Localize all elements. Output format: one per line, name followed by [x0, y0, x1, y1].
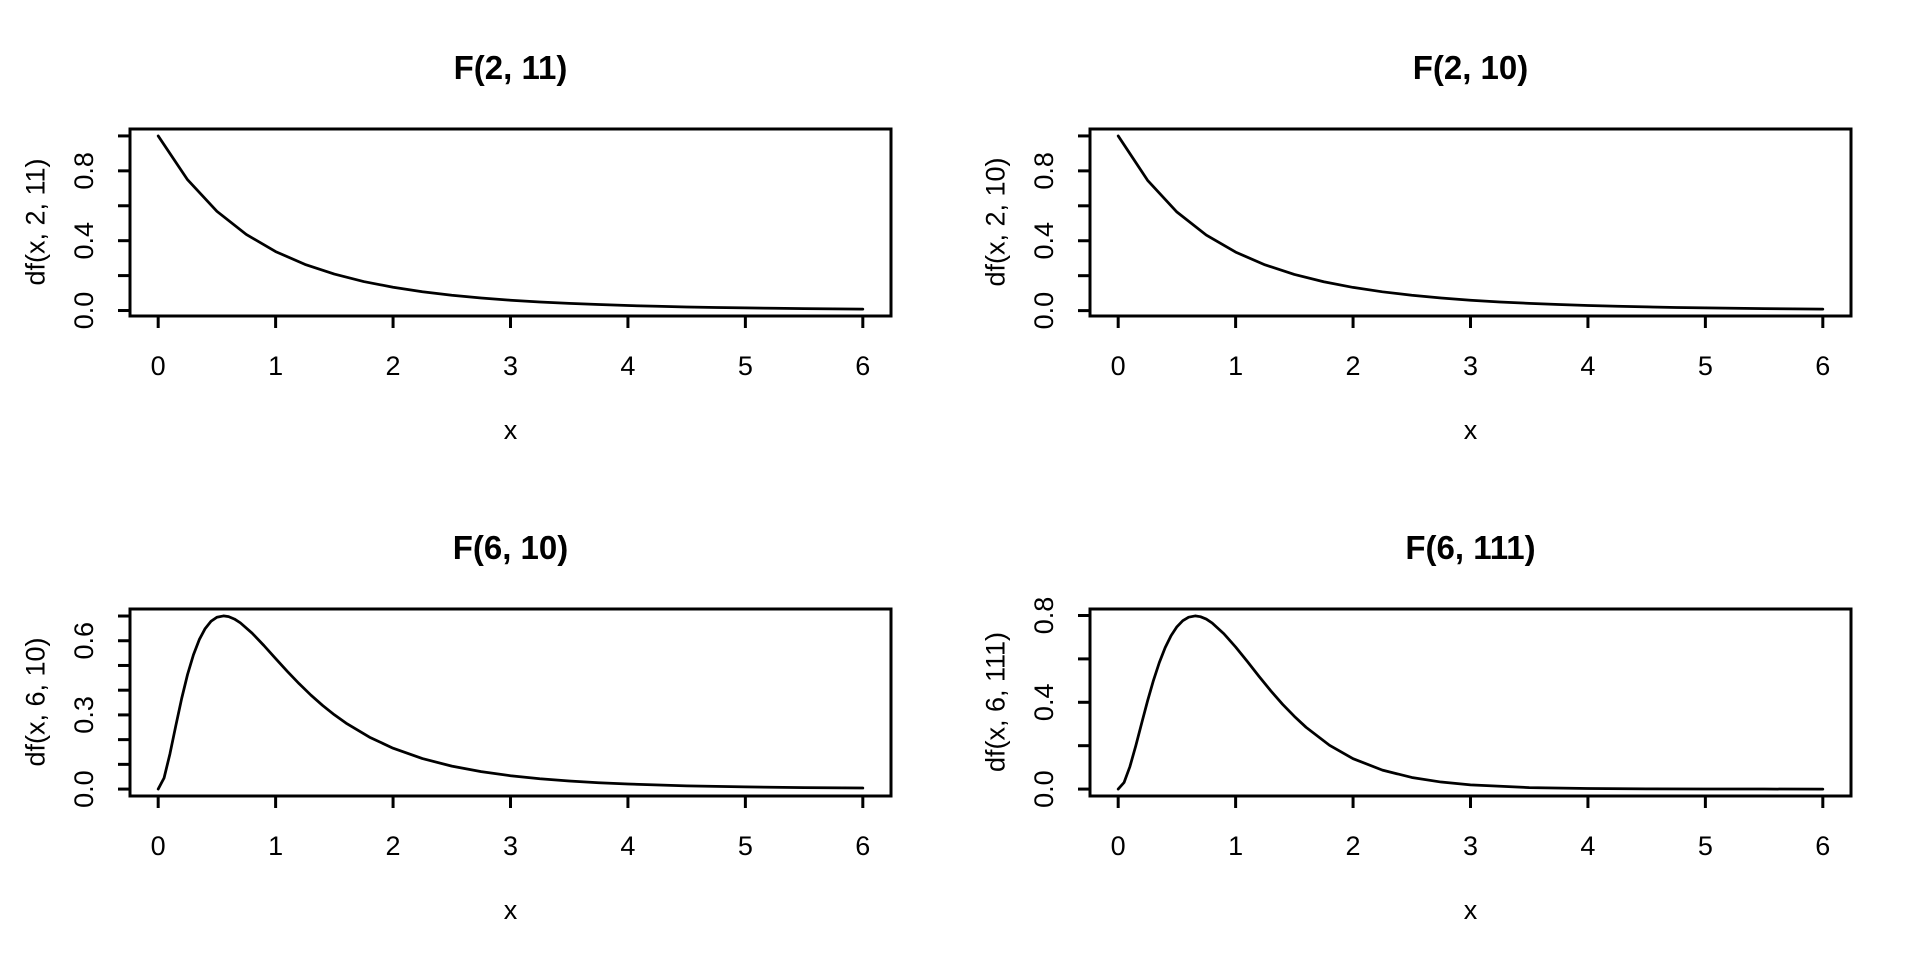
plot-title: F(6, 111) [1405, 529, 1536, 566]
x-tick-label: 6 [855, 351, 870, 381]
y-tick-label: 0.4 [1029, 222, 1059, 260]
x-tick-label: 5 [1698, 351, 1713, 381]
x-tick-label: 2 [386, 831, 401, 861]
x-axis-label: x [503, 895, 518, 925]
x-tick-label: 5 [738, 831, 753, 861]
x-tick-label: 2 [1346, 351, 1361, 381]
plot-box [1088, 127, 1853, 318]
y-tick-label: 0.6 [69, 622, 99, 660]
plot-area: 0 1 2 3 4 5 6 0.0 0.4 0.8 [69, 127, 893, 381]
plot-area: 0 1 2 3 4 5 6 0.0 0.4 0.8 [1029, 127, 1853, 381]
x-tick-label: 5 [1698, 831, 1713, 861]
plot-panel-f-6-10: F(6, 10) df(x, 6, 10) 0 1 2 3 4 5 6 0.0 0.3 0.6 x [0, 480, 960, 960]
plot-title: F(6, 10) [452, 529, 569, 566]
plot-area: 0 1 2 3 4 5 6 0.0 0.4 0.8 [1029, 597, 1853, 861]
x-tick-label: 6 [1815, 831, 1830, 861]
x-tick-label: 0 [1111, 351, 1126, 381]
y-tick-label: 0.0 [1029, 770, 1059, 808]
plot-title: F(2, 11) [453, 49, 568, 86]
x-tick-label: 3 [503, 351, 518, 381]
y-tick-label: 0.4 [69, 222, 99, 260]
x-tick-label: 6 [1815, 351, 1830, 381]
x-tick-label: 0 [1111, 831, 1126, 861]
density-curve [1116, 614, 1825, 791]
y-tick-label: 0.4 [1029, 684, 1059, 722]
plot-panel-f-6-111: F(6, 111) df(x, 6, 111) 0 1 2 3 4 5 6 0.0 0.4 0.8… [960, 480, 1920, 960]
x-tick-label: 1 [268, 831, 283, 861]
plot-title: F(2, 10) [1412, 49, 1529, 86]
x-tick-label: 2 [386, 351, 401, 381]
x-tick-label: 0 [151, 351, 166, 381]
x-tick-label: 0 [151, 831, 166, 861]
y-tick-label: 0.3 [69, 696, 99, 734]
x-tick-label: 4 [620, 351, 635, 381]
x-axis-label: x [1463, 895, 1478, 925]
plot-panel-f-2-10: F(2, 10) df(x, 2, 10) 0 1 2 3 4 5 6 0.0 0.4 0.8 x [960, 0, 1920, 480]
plot-box [128, 607, 893, 798]
x-tick-label: 1 [1228, 831, 1243, 861]
x-tick-label: 3 [1463, 351, 1478, 381]
y-tick-label: 0.8 [1029, 597, 1059, 635]
density-curve [156, 614, 865, 791]
x-tick-label: 5 [738, 351, 753, 381]
plot-box [128, 127, 893, 318]
x-tick-label: 3 [503, 831, 518, 861]
x-tick-label: 4 [1580, 831, 1595, 861]
x-axis-label: x [503, 415, 518, 445]
plot-box [1088, 607, 1853, 798]
x-tick-label: 1 [268, 351, 283, 381]
y-tick-label: 0.0 [69, 770, 99, 808]
x-tick-label: 4 [1580, 351, 1595, 381]
x-tick-label: 3 [1463, 831, 1478, 861]
x-axis-label: x [1463, 415, 1478, 445]
y-tick-label: 0.0 [69, 292, 99, 330]
x-tick-label: 2 [1346, 831, 1361, 861]
density-curve [156, 134, 865, 311]
x-tick-label: 6 [855, 831, 870, 861]
y-tick-label: 0.0 [1029, 292, 1059, 330]
x-tick-label: 1 [1228, 351, 1243, 381]
density-curve [1116, 134, 1825, 311]
y-tick-label: 0.8 [1029, 152, 1059, 190]
plot-area: 0 1 2 3 4 5 6 0.0 0.3 0.6 [69, 607, 893, 861]
x-tick-label: 4 [620, 831, 635, 861]
plot-panel-f-2-11: F(2, 11) df(x, 2, 11) 0 1 2 3 4 5 6 0.0 0.4 0.8 x [0, 0, 960, 480]
y-tick-label: 0.8 [69, 152, 99, 190]
